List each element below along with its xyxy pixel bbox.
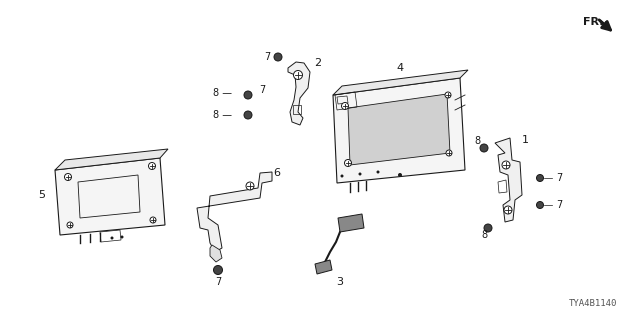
Circle shape [445,92,451,98]
Circle shape [294,70,303,79]
Circle shape [120,236,124,238]
Circle shape [358,172,362,175]
Circle shape [244,91,252,99]
Text: 8 —: 8 — [213,110,232,120]
Circle shape [502,161,510,169]
Circle shape [340,174,344,178]
Circle shape [65,173,72,180]
Circle shape [342,102,349,109]
Circle shape [398,173,402,177]
Text: 2: 2 [314,58,321,68]
Circle shape [344,159,351,166]
Polygon shape [338,214,364,232]
Circle shape [376,171,380,173]
Text: 7: 7 [556,200,563,210]
Text: 7: 7 [556,173,563,183]
Polygon shape [348,94,450,165]
Text: 7: 7 [215,277,221,287]
Text: 8: 8 [481,230,487,240]
Polygon shape [333,78,465,183]
Text: 7: 7 [264,52,270,62]
Circle shape [246,182,254,190]
Text: 1: 1 [522,135,529,145]
Circle shape [446,150,452,156]
Text: TYA4B1140: TYA4B1140 [568,299,617,308]
Polygon shape [210,245,222,262]
Circle shape [504,206,512,214]
Circle shape [244,111,252,119]
Circle shape [148,163,156,170]
Text: 7: 7 [259,85,265,95]
Text: 6: 6 [273,168,280,178]
Circle shape [274,53,282,61]
Polygon shape [288,62,310,125]
Polygon shape [495,138,522,222]
Circle shape [214,266,223,275]
Polygon shape [197,172,272,252]
Circle shape [536,202,543,209]
Text: 5: 5 [38,190,45,200]
Polygon shape [55,149,168,170]
Text: 8: 8 [474,136,480,146]
Circle shape [150,217,156,223]
Text: FR.: FR. [583,17,604,27]
Circle shape [67,222,73,228]
Circle shape [536,174,543,181]
Text: 8 —: 8 — [213,88,232,98]
Circle shape [484,224,492,232]
Polygon shape [315,260,332,274]
Circle shape [480,144,488,152]
Circle shape [111,236,113,239]
Text: 4: 4 [396,63,404,73]
Polygon shape [333,70,468,95]
Text: 3: 3 [337,277,344,287]
Polygon shape [55,158,165,235]
